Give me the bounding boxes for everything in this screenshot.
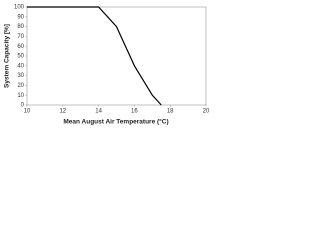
x-tick-label: 12 [59, 109, 66, 115]
y-tick-label: 30 [17, 73, 24, 79]
x-tick-label: 14 [95, 109, 102, 115]
plot-frame [26, 6, 207, 106]
x-axis-title: Mean August Air Temperature (°C) [63, 118, 168, 126]
y-tick-label: 10 [17, 93, 24, 99]
y-tick-label: 90 [17, 14, 24, 20]
y-tick-label: 40 [17, 63, 24, 69]
x-tick-label: 18 [167, 109, 174, 115]
x-tick-label: 16 [131, 109, 138, 115]
chart: Mean August Air Temperature (°C) System … [4, 5, 210, 126]
y-tick-label: 100 [14, 5, 25, 11]
y-tick-label: 20 [17, 83, 24, 89]
y-tick-label: 50 [17, 54, 24, 60]
y-tick-label: 70 [17, 34, 24, 40]
x-tick-label: 20 [203, 109, 210, 115]
y-tick-label: 0 [21, 103, 25, 109]
y-axis-title: System Capacity [%] [4, 24, 11, 88]
data-line [27, 6, 162, 106]
y-tick-label: 80 [17, 24, 24, 30]
y-tick-label: 60 [17, 44, 24, 50]
x-tick-label: 10 [24, 109, 31, 115]
